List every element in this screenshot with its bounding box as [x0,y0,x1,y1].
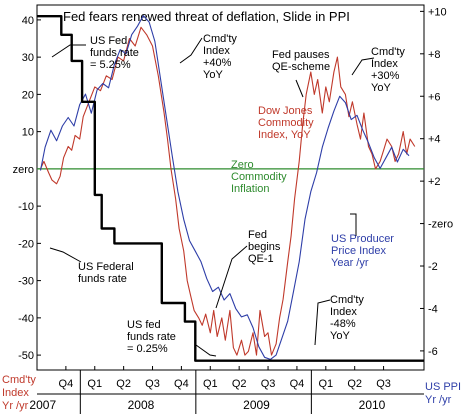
left-axis-title-line: Index [2,387,29,399]
right-tick-label: +6 [428,91,441,103]
annotation-cmdty-minus-48: Cmd'ty Index -48% YoY [330,294,364,342]
left-tick-label: -20 [18,238,34,250]
annotation-fed-funds-label: US Federal funds rate [78,261,134,285]
plot-frame [36,4,425,371]
right-tick-label: -6 [428,346,438,358]
leader-line [215,245,248,309]
quarter-label: Q1 [318,378,333,390]
annotation-fed-begins-qe1: Fed begins QE-1 [248,229,281,265]
left-axis-title-line: Yr /yr [2,400,29,412]
left-tick-label: zero [13,164,34,176]
quarter-label: Q2 [347,378,362,390]
quarter-label: Q2 [232,378,247,390]
year-label: 2009 [243,398,270,412]
annotations: US Fed funds rate = 5.25% Cmd'ty Index +40% Yo… [78,33,405,355]
leader-line [314,299,331,346]
annotation-fed-pauses-qe: Fed pauses QE-scheme [272,49,330,73]
quarter-label: Q3 [145,378,160,390]
annotation-ppi-label: US Producer Price Index Year /yr [331,233,394,269]
right-tick-label: -zero [428,219,453,231]
quarter-label: Q1 [203,378,218,390]
left-tick-label: -50 [18,350,34,362]
quarter-label: Q3 [261,378,276,390]
right-tick-label: -2 [428,261,438,273]
right-axis-title-line: US PPI [425,381,461,393]
quarter-label: Q4 [59,378,74,390]
annotation-fed-funds-rate-025: US fed funds rate = 0.25% [127,319,176,355]
leader-line [179,37,203,64]
annotation-cmdty-plus-40: Cmd'ty Index +40% YoY [203,33,237,81]
right-tick-label: +2 [428,176,441,188]
annotation-zero-commodity: Zero Commodity Inflation [231,159,287,195]
left-tick-label: 30 [22,52,34,64]
right-tick-label: +10 [428,6,447,18]
left-tick-label: -30 [18,276,34,288]
quarter-label: Q3 [376,378,391,390]
annotation-fed-funds-rate-5: US Fed funds rate = 5.25% [90,35,139,71]
right-axis: +10 +8 +6 +4 +2 -zero -2 -4 -6 [420,6,453,358]
leader-line [350,213,357,236]
fed-funds-rate-line [37,15,424,362]
commodity-index-line [39,26,416,356]
year-label: 2007 [29,398,56,412]
x-axis: Q4 Q1 Q2 Q3 Q4 Q1 Q2 Q3 Q4 Q1 Q2 Q3 2007 2008 2009 2010 [29,366,424,414]
left-axis: 40 30 20 10 zero -10 -20 -30 -40 -50 [13,15,41,362]
left-tick-label: 40 [22,15,34,27]
left-tick-label: -40 [18,313,34,325]
year-label: 2008 [128,398,155,412]
leader-line [195,344,217,357]
leader-line [351,57,375,76]
year-label: 2010 [359,398,386,412]
leader-line [51,44,86,58]
annotation-dow-jones-label: Dow Jones Commodity Index, YoY [258,105,314,141]
leader-line [295,79,304,98]
left-axis-title-line: Cmd'ty [2,374,36,386]
quarter-label: Q2 [116,378,131,390]
series-layer [37,15,424,362]
leader-line [49,247,82,263]
quarter-label: Q4 [174,378,189,390]
right-tick-label: +4 [428,134,441,146]
annotation-leaders [49,37,375,357]
quarter-label: Q4 [290,378,305,390]
left-tick-label: -10 [18,201,34,213]
annotation-cmdty-plus-30: Cmd'ty Index +30% YoY [371,46,405,94]
left-tick-label: 10 [22,127,34,139]
quarter-label: Q1 [87,378,102,390]
right-tick-label: +8 [428,49,441,61]
ppi-line [39,15,410,360]
right-axis-title-line: Yr /yr [425,394,452,406]
right-tick-label: -4 [428,303,438,315]
chart-title: Fed fears renewed threat of deflation, S… [63,9,350,24]
left-tick-label: 20 [22,89,34,101]
